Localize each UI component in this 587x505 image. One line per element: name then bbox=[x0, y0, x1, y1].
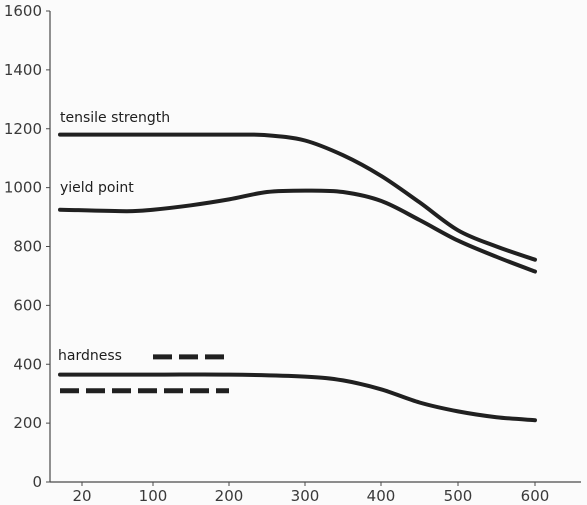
axes: 0 200 400 600 800 1000 1200 1400 1600 20 100 200 300… bbox=[4, 2, 581, 505]
series-line-yield-point bbox=[58, 188, 537, 274]
x-tick-label: 200 bbox=[215, 487, 244, 505]
y-tick-label: 1000 bbox=[4, 179, 42, 197]
series-label-hardness: hardness bbox=[58, 348, 122, 364]
x-tick-label: 100 bbox=[139, 487, 168, 505]
series-group bbox=[58, 132, 537, 423]
x-tick-label: 600 bbox=[521, 487, 550, 505]
y-tick-label: 1400 bbox=[4, 61, 42, 79]
series-label-tensile-strength: tensile strength bbox=[60, 110, 170, 126]
y-tick-label: 400 bbox=[13, 355, 42, 373]
y-tick-label: 200 bbox=[13, 414, 42, 432]
series-line-hardness bbox=[58, 372, 537, 423]
y-tick-label: 1600 bbox=[4, 2, 42, 20]
series-labels: tensile strength yield point hardness bbox=[58, 110, 170, 364]
y-tick-label: 800 bbox=[13, 238, 42, 256]
y-tick-label: 1200 bbox=[4, 120, 42, 138]
y-tick-label: 600 bbox=[13, 296, 42, 314]
x-tick-label: 300 bbox=[291, 487, 320, 505]
x-tick-label: 500 bbox=[444, 487, 473, 505]
x-tick-label: 20 bbox=[72, 487, 91, 505]
y-tick-label: 0 bbox=[32, 473, 42, 491]
series-label-yield-point: yield point bbox=[60, 180, 134, 196]
x-tick-label: 400 bbox=[367, 487, 396, 505]
series-line-tensile-strength bbox=[58, 132, 537, 262]
